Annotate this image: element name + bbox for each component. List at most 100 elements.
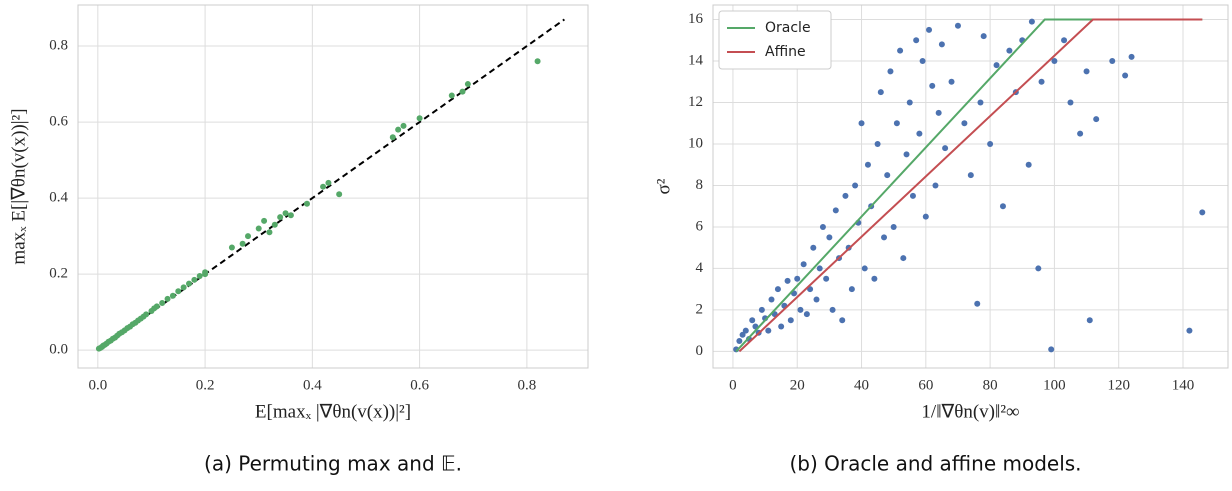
point (169, 292, 176, 299)
y-tick-label: 0.8 (49, 37, 68, 53)
caption: (b) Oracle and affine models. (789, 452, 1081, 476)
y-tick-label: 12 (688, 94, 703, 110)
point (389, 134, 396, 141)
point (974, 300, 981, 307)
caption: (a) Permuting max and 𝔼. (204, 452, 462, 476)
point (819, 223, 826, 230)
y-tick-label: 8 (696, 177, 704, 193)
point (1199, 209, 1206, 216)
point (1122, 72, 1129, 79)
point (993, 62, 1000, 69)
point (395, 126, 402, 133)
x-tick-label: 0 (729, 377, 737, 393)
point (1025, 161, 1032, 168)
x-tick-label: 0.6 (410, 377, 429, 393)
point (1083, 68, 1090, 75)
x-tick-label: 80 (983, 377, 998, 393)
point (800, 261, 807, 268)
point (977, 99, 984, 106)
point (864, 161, 871, 168)
point (816, 265, 823, 272)
point (813, 296, 820, 303)
point (823, 275, 830, 282)
point (903, 151, 910, 158)
x-tick-label: 0.0 (88, 377, 107, 393)
point (239, 240, 246, 247)
point (810, 244, 817, 251)
legend-label: Oracle (765, 20, 811, 36)
point (803, 311, 810, 318)
point (448, 92, 455, 99)
point (768, 296, 775, 303)
point (797, 306, 804, 313)
point (942, 145, 949, 152)
point (852, 182, 859, 189)
point (848, 286, 855, 293)
point (887, 68, 894, 75)
point (900, 255, 907, 262)
point (277, 214, 284, 221)
point (1077, 130, 1084, 137)
point (1086, 317, 1093, 324)
point (890, 223, 897, 230)
point (948, 78, 955, 85)
point (774, 286, 781, 293)
point (778, 323, 785, 330)
point (858, 120, 865, 127)
point (1128, 53, 1135, 60)
point (1038, 78, 1045, 85)
point (980, 33, 987, 40)
point (832, 207, 839, 214)
point (874, 140, 881, 147)
point (929, 82, 936, 89)
point (255, 225, 262, 232)
point (999, 203, 1006, 210)
point (916, 130, 923, 137)
x-tick-label: 100 (1043, 377, 1066, 393)
point (186, 280, 193, 287)
point (266, 229, 273, 236)
x-tick-label: 0.2 (196, 377, 215, 393)
point (202, 271, 209, 278)
y-tick-label: 6 (696, 218, 704, 234)
point (261, 217, 268, 224)
point (180, 284, 187, 291)
point (893, 120, 900, 127)
point (842, 192, 849, 199)
point (459, 88, 466, 95)
point (877, 89, 884, 96)
point (1186, 327, 1193, 334)
point (884, 172, 891, 179)
point (742, 327, 749, 334)
x-axis-label: E[maxₓ |∇θn(v(x))|²] (255, 401, 411, 422)
y-tick-label: 0.0 (49, 342, 68, 358)
point (325, 179, 332, 186)
point (1061, 37, 1068, 44)
y-tick-label: 0 (696, 343, 704, 359)
point (739, 331, 746, 338)
y-axis-label: σ² (653, 178, 674, 194)
x-tick-label: 20 (790, 377, 805, 393)
y-tick-label: 14 (688, 52, 704, 68)
point (829, 306, 836, 313)
point (787, 317, 794, 324)
point (938, 41, 945, 48)
point (922, 213, 929, 220)
y-tick-label: 0.4 (49, 190, 68, 206)
point (159, 300, 166, 307)
point (143, 311, 150, 318)
y-axis-label: maxₓ E[|∇θn(v(x))|²] (8, 108, 29, 264)
point (794, 275, 801, 282)
point (784, 277, 791, 284)
point (464, 81, 471, 88)
x-tick-label: 0.8 (517, 377, 536, 393)
y-tick-label: 2 (696, 301, 704, 317)
y-tick-label: 16 (688, 11, 704, 27)
point (954, 22, 961, 29)
legend-label: Affine (765, 44, 806, 60)
point (336, 191, 343, 198)
point (932, 182, 939, 189)
point (1067, 99, 1074, 106)
model-line (738, 18, 1203, 353)
